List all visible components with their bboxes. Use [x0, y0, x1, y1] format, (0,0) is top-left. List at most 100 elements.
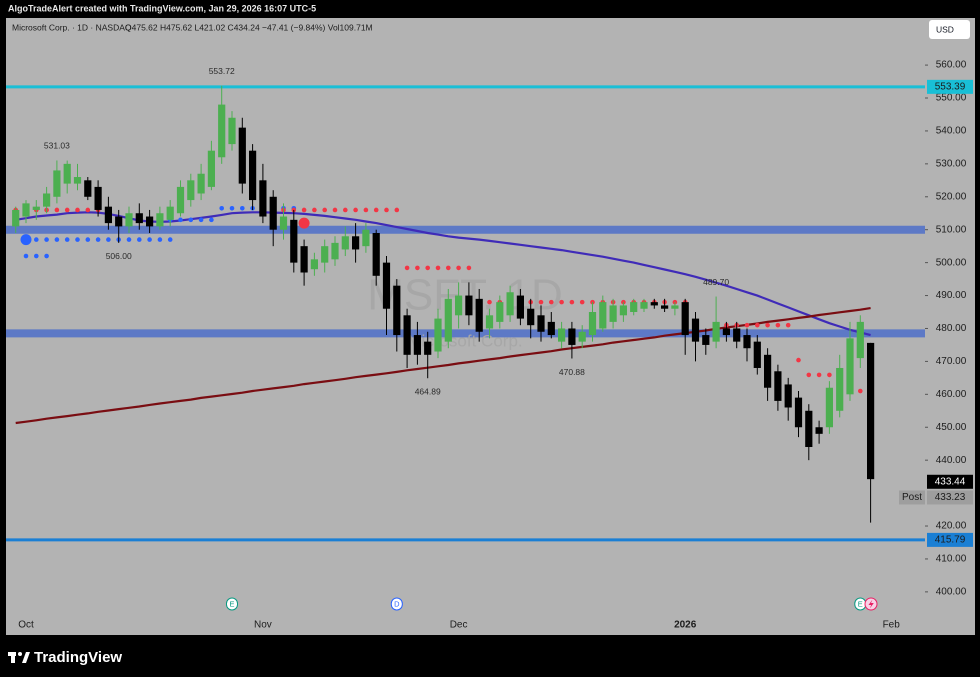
indicator-dot: [353, 207, 358, 213]
indicator-dot: [106, 237, 111, 242]
candle-body: [331, 242, 339, 260]
candle-body: [475, 298, 483, 332]
candle-body: [135, 213, 143, 224]
indicator-dot: [806, 372, 812, 378]
candle-body: [681, 302, 689, 336]
indicator-dot: [298, 217, 310, 229]
candle-body: [156, 213, 164, 227]
indicator-dot: [157, 237, 163, 242]
candle-body: [527, 308, 535, 326]
indicator-dot: [240, 206, 245, 211]
y-tick-label: 530.00: [936, 158, 967, 169]
candle-body: [352, 236, 360, 250]
indicator-dot: [209, 217, 214, 223]
indicator-dot: [775, 322, 781, 328]
indicator-dot: [137, 237, 142, 242]
currency-button[interactable]: [929, 20, 970, 39]
indicator-dot: [34, 253, 39, 259]
candle-body: [547, 321, 555, 336]
candle-body: [382, 262, 391, 309]
indicator-dot: [435, 265, 441, 271]
indicator-dot: [579, 299, 585, 305]
indicator-dot: [188, 217, 194, 223]
indicator-dot: [425, 265, 431, 271]
high-label: 553.72: [209, 66, 235, 76]
candle-body: [743, 335, 751, 349]
post-price-label: 433.23: [935, 492, 966, 503]
indicator-dot: [456, 265, 461, 271]
candle-body: [630, 302, 638, 313]
low-label: 464.89: [415, 386, 441, 396]
indicator-dot: [827, 372, 832, 378]
candle-body: [640, 302, 648, 309]
candle-body: [434, 318, 442, 352]
candle-body: [599, 302, 607, 329]
y-tick-label: 400.00: [936, 587, 967, 598]
x-tick-label: Nov: [254, 620, 272, 631]
indicator-dot: [126, 237, 132, 242]
y-tick-label: 520.00: [936, 191, 967, 202]
candle-body: [249, 150, 257, 201]
candle-body: [403, 315, 411, 355]
credit: AlgoTradeAlert created with TradingView.…: [8, 3, 316, 13]
candle-body: [238, 127, 246, 184]
candle-body: [310, 259, 318, 270]
low-label: 470.88: [559, 367, 585, 377]
indicator-dot: [384, 207, 389, 213]
candle-body: [784, 384, 792, 408]
y-tick-label: 510.00: [936, 224, 967, 235]
candle-body: [207, 150, 215, 187]
indicator-dot: [446, 265, 451, 271]
candle-body: [362, 229, 370, 247]
candle-body: [372, 232, 380, 276]
indicator-dot: [23, 253, 29, 259]
candle-body: [702, 335, 710, 345]
currency-label[interactable]: USD: [936, 24, 954, 34]
x-tick-label: 2026: [674, 620, 697, 631]
indicator-dot: [301, 207, 307, 213]
candle-body: [619, 305, 627, 316]
candle-body: [516, 295, 524, 319]
candle-body: [321, 246, 329, 263]
indicator-dot: [75, 237, 80, 242]
indicator-dot: [363, 207, 369, 213]
candle-body: [176, 186, 185, 214]
indicator-dot: [858, 388, 863, 394]
candle-body: [609, 305, 617, 322]
x-tick-label: Feb: [883, 620, 901, 631]
indicator-dot: [466, 265, 472, 271]
candle-body: [836, 367, 844, 411]
candle-body: [146, 216, 154, 227]
y-tick-label: 460.00: [936, 389, 967, 400]
y-tick-label: 420.00: [936, 521, 967, 532]
moving-average: [15, 307, 871, 425]
candle-body: [12, 209, 20, 227]
brand-name: TradingView: [34, 649, 122, 666]
indicator-dot: [404, 265, 410, 271]
candle-body: [794, 397, 803, 428]
candle-body: [104, 206, 112, 224]
candle-body: [300, 246, 308, 273]
high-label: 531.03: [44, 141, 70, 151]
indicator-dot: [75, 207, 80, 213]
indicator-dot: [85, 237, 91, 242]
indicator-dot: [487, 299, 492, 305]
candle-body: [867, 342, 875, 480]
y-tick-label: 550.00: [936, 93, 967, 104]
candle-body: [166, 206, 174, 220]
indicator-dot: [322, 207, 328, 213]
indicator-dot: [147, 237, 152, 242]
candle-body: [22, 203, 30, 217]
candle-body: [84, 180, 92, 197]
indicator-dot: [785, 322, 791, 328]
candle-body: [496, 302, 504, 322]
indicator-dot: [95, 237, 101, 242]
event-label: E: [858, 599, 863, 608]
indicator-dot: [816, 372, 822, 378]
candle-body: [94, 186, 102, 210]
indicator-dot: [559, 299, 564, 305]
indicator-dot: [64, 207, 70, 213]
candle-body: [588, 312, 597, 336]
indicator-dot: [538, 299, 544, 305]
